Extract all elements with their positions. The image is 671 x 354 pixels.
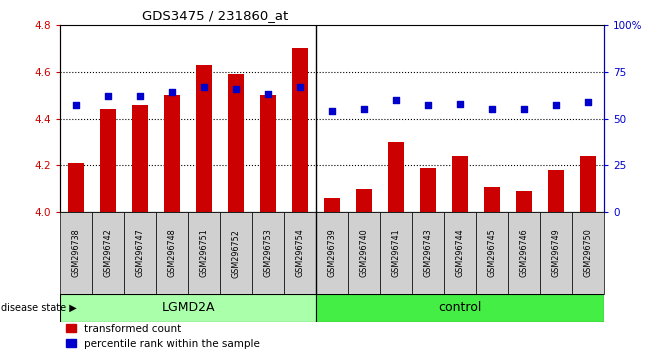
FancyBboxPatch shape: [316, 212, 348, 294]
Text: GSM296744: GSM296744: [456, 229, 464, 278]
Bar: [388, 142, 404, 212]
Point: [71, 103, 82, 108]
Bar: [132, 104, 148, 212]
Text: GSM296746: GSM296746: [519, 229, 529, 278]
Text: disease state ▶: disease state ▶: [1, 303, 76, 313]
Point: [295, 84, 305, 90]
FancyBboxPatch shape: [572, 212, 604, 294]
FancyBboxPatch shape: [189, 212, 220, 294]
FancyBboxPatch shape: [476, 212, 508, 294]
Point: [582, 99, 593, 104]
Point: [103, 93, 113, 99]
Bar: [260, 95, 276, 212]
Point: [519, 106, 529, 112]
Point: [327, 108, 338, 114]
Bar: [292, 48, 308, 212]
FancyBboxPatch shape: [380, 212, 412, 294]
Text: GSM296753: GSM296753: [264, 229, 272, 278]
Point: [423, 103, 433, 108]
FancyBboxPatch shape: [316, 294, 604, 322]
FancyBboxPatch shape: [348, 212, 380, 294]
Text: GSM296749: GSM296749: [552, 229, 560, 278]
Bar: [484, 187, 500, 212]
Bar: [452, 156, 468, 212]
Text: GSM296740: GSM296740: [360, 229, 368, 278]
Text: GSM296754: GSM296754: [296, 229, 305, 278]
Text: GSM296748: GSM296748: [168, 229, 176, 278]
Text: GSM296741: GSM296741: [392, 229, 401, 278]
Bar: [548, 170, 564, 212]
Text: GSM296739: GSM296739: [327, 229, 337, 278]
Point: [455, 101, 466, 107]
Bar: [420, 168, 436, 212]
Bar: [580, 156, 596, 212]
Legend: transformed count, percentile rank within the sample: transformed count, percentile rank withi…: [66, 324, 260, 349]
FancyBboxPatch shape: [412, 212, 444, 294]
FancyBboxPatch shape: [60, 212, 93, 294]
Point: [231, 86, 242, 91]
Point: [359, 106, 370, 112]
FancyBboxPatch shape: [220, 212, 252, 294]
Bar: [68, 163, 85, 212]
FancyBboxPatch shape: [508, 212, 540, 294]
FancyBboxPatch shape: [285, 212, 316, 294]
Text: GDS3475 / 231860_at: GDS3475 / 231860_at: [142, 9, 288, 22]
Point: [135, 93, 146, 99]
Bar: [101, 109, 116, 212]
FancyBboxPatch shape: [156, 212, 189, 294]
Point: [486, 106, 497, 112]
Bar: [164, 95, 180, 212]
Text: GSM296747: GSM296747: [136, 229, 145, 278]
Text: LGMD2A: LGMD2A: [162, 302, 215, 314]
Text: GSM296738: GSM296738: [72, 229, 81, 278]
Bar: [196, 65, 212, 212]
Bar: [324, 198, 340, 212]
Text: GSM296742: GSM296742: [104, 229, 113, 278]
Point: [263, 91, 274, 97]
Text: control: control: [438, 302, 482, 314]
Text: GSM296752: GSM296752: [231, 229, 241, 278]
Point: [167, 90, 178, 95]
FancyBboxPatch shape: [252, 212, 285, 294]
Text: GSM296751: GSM296751: [200, 229, 209, 278]
FancyBboxPatch shape: [124, 212, 156, 294]
Point: [391, 97, 401, 103]
Bar: [228, 74, 244, 212]
Text: GSM296750: GSM296750: [583, 229, 592, 278]
Bar: [356, 189, 372, 212]
FancyBboxPatch shape: [60, 294, 316, 322]
FancyBboxPatch shape: [540, 212, 572, 294]
FancyBboxPatch shape: [93, 212, 124, 294]
Bar: [516, 191, 532, 212]
Point: [199, 84, 209, 90]
FancyBboxPatch shape: [444, 212, 476, 294]
Text: GSM296745: GSM296745: [488, 229, 497, 278]
Point: [551, 103, 562, 108]
Text: GSM296743: GSM296743: [423, 229, 433, 278]
